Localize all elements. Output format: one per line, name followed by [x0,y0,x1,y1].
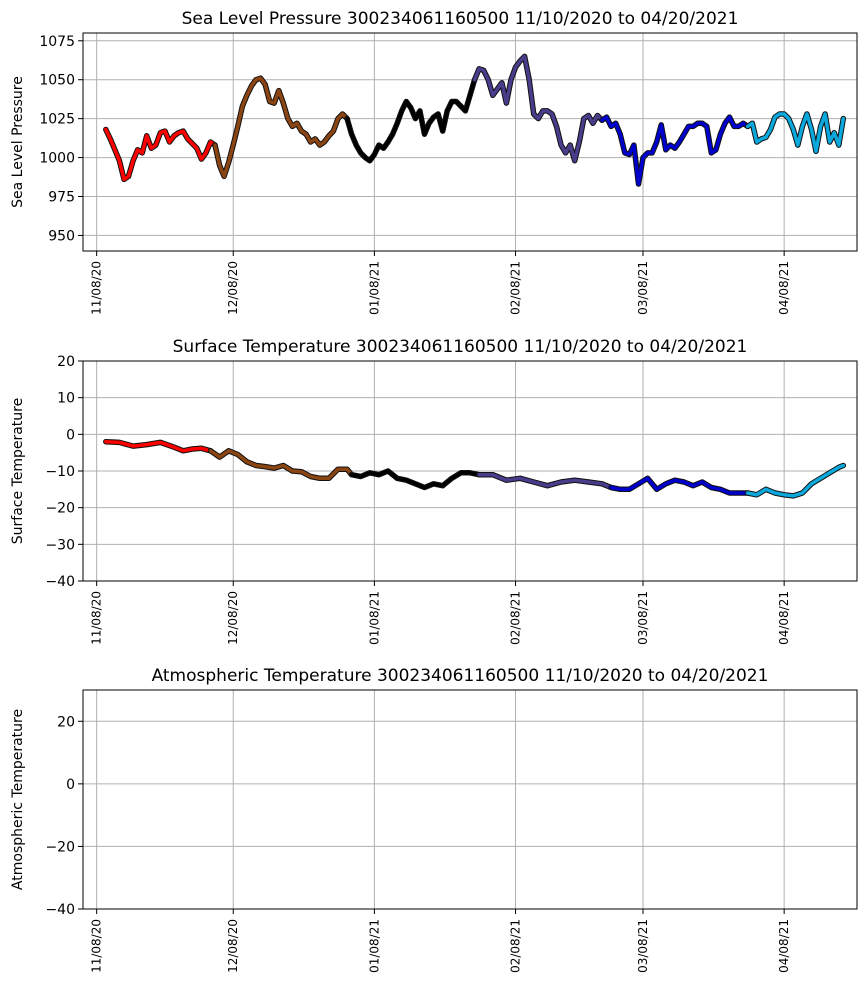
x-tick-label: 02/08/21 [509,919,523,973]
x-tick-label: 04/08/21 [777,919,791,973]
y-tick-label: −10 [45,464,75,480]
y-tick-label: −40 [45,574,75,590]
series-line-1 [104,439,213,453]
x-tick-label: 12/08/20 [226,591,240,645]
series-line-6 [745,463,846,498]
chart-panel-1: 950 975 1000 1025 1050 1075 11/08/20 12/08/20 01… [10,9,858,315]
x-tick-label: 12/08/20 [226,261,240,315]
x-tick-label: 11/08/20 [90,591,104,645]
y-tick-label: −40 [45,902,75,918]
y-tick-label: 20 [57,354,75,370]
x-tick-label: 04/08/21 [777,591,791,645]
y-tick-label: 1050 [39,73,75,89]
x-tick-label: 01/08/21 [367,591,381,645]
x-tick-label: 01/08/21 [367,261,381,315]
x-tick-label: 03/08/21 [636,261,650,315]
series-outline-4 [471,53,605,164]
x-tick-label: 12/08/20 [226,919,240,973]
chart-panel-2: −40 −30 −20 −10 0 10 20 11/08/20 12/08/20 01/08/2… [10,337,858,645]
x-tick-label: 11/08/20 [90,919,104,973]
x-tick-label: 03/08/21 [636,591,650,645]
series-outline-3 [344,76,478,164]
series-line-3 [345,77,477,163]
y-axis-label: Atmospheric Temperature [10,709,26,890]
series-line-4 [477,472,613,490]
series-line-2 [213,76,349,179]
x-tick-label: 01/08/21 [367,919,381,973]
axes-frame [82,32,858,252]
y-axis-label: Sea Level Pressure [10,76,26,208]
x-tick-label: 02/08/21 [509,591,523,645]
y-tick-label: 0 [66,427,75,443]
series-line-1 [104,127,217,182]
chart-title: Sea Level Pressure 300234061160500 11/10… [182,9,739,29]
y-tick-label: 10 [57,391,75,407]
y-tick-label: −30 [45,537,75,553]
x-tick-label: 11/08/20 [90,261,104,315]
x-tick-label: 02/08/21 [509,261,523,315]
chart-title: Atmospheric Temperature 300234061160500 … [152,666,769,686]
y-tick-label: 950 [48,228,75,244]
chart-panel-3: −40 −20 0 20 11/08/20 12/08/20 01/08/21 02/08/2… [10,666,858,973]
series-line-2 [208,449,354,481]
series-line-4 [472,54,604,163]
y-tick-label: 1025 [39,112,75,128]
series-line-6 [745,112,846,154]
series-line-3 [349,469,481,490]
series-line-5 [609,476,750,495]
series-line-5 [600,115,750,186]
y-tick-label: 1075 [39,34,75,50]
x-tick-label: 03/08/21 [636,919,650,973]
chart-title: Surface Temperature 300234061160500 11/1… [173,337,748,357]
y-tick-label: 0 [66,777,75,793]
y-tick-label: 975 [48,190,75,206]
y-tick-label: 1000 [39,151,75,167]
y-tick-label: −20 [45,839,75,855]
y-tick-label: −20 [45,501,75,517]
axes-frame [82,689,858,910]
y-axis-label: Surface Temperature [10,398,26,544]
y-tick-label: 20 [57,714,75,730]
x-tick-label: 04/08/21 [777,261,791,315]
